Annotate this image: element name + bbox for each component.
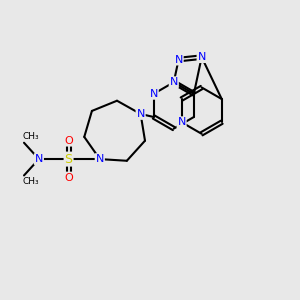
Text: S: S — [64, 153, 73, 166]
Text: N: N — [197, 52, 206, 62]
Text: N: N — [35, 154, 43, 164]
Text: N: N — [177, 117, 186, 127]
Text: N: N — [169, 77, 178, 87]
Text: N: N — [174, 55, 183, 64]
Text: CH₃: CH₃ — [22, 132, 39, 141]
Text: N: N — [149, 89, 158, 99]
Text: O: O — [64, 172, 73, 182]
Text: N: N — [96, 154, 104, 164]
Text: N: N — [136, 109, 145, 119]
Text: CH₃: CH₃ — [22, 177, 39, 186]
Text: O: O — [64, 136, 73, 146]
